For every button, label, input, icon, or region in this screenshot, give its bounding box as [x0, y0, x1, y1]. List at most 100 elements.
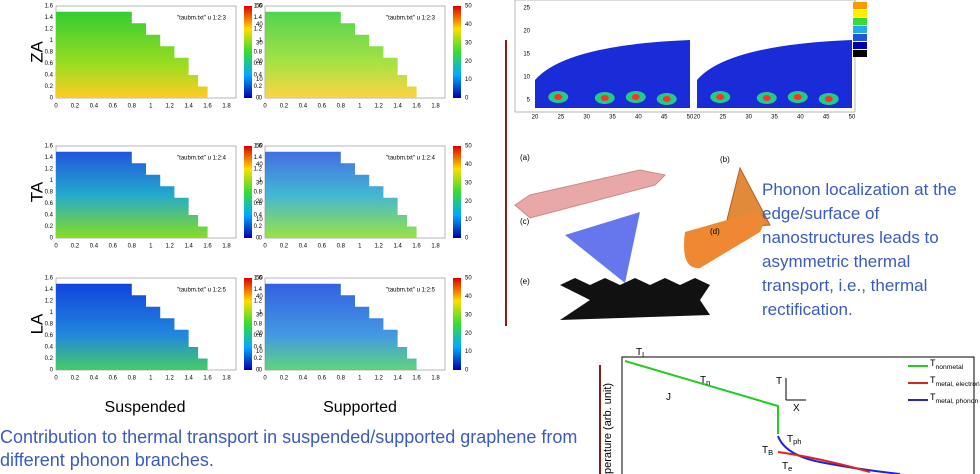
shape-a: [515, 170, 665, 218]
subscript: metal, phonon: [936, 398, 979, 405]
x-tick-label: 0: [54, 104, 58, 110]
x-tick-label: 1.8: [431, 376, 440, 382]
contour-blob: [825, 96, 833, 102]
left-caption: Contribution to thermal transport in sus…: [0, 426, 580, 472]
x-tick-label: 0: [263, 244, 267, 250]
annotation: Tnonmetal: [930, 358, 964, 370]
colorbar-tick-label: 0: [465, 96, 469, 102]
contour-blob: [716, 94, 724, 100]
x-tick-label: 1.6: [412, 244, 421, 250]
branch-label: TA: [27, 181, 46, 202]
x-tick-label: 0.4: [90, 376, 99, 382]
y-tick-label: 0.4: [45, 345, 54, 351]
x-tick-label: 1: [149, 244, 153, 250]
colorbar-tick-label: 0: [465, 368, 469, 374]
contour-blob: [763, 95, 771, 101]
y-tick-label: 0.8: [254, 322, 263, 328]
contour-key: [853, 18, 867, 25]
x-tick-label: 0.8: [128, 244, 137, 250]
column-label: Suspended: [105, 399, 186, 416]
x-tick-label: 1.4: [184, 244, 193, 250]
plot-legend: "taubm.txt" u 1:2:4: [386, 156, 436, 162]
contour-key: [853, 34, 867, 41]
colorbar-tick-label: 40: [465, 22, 472, 28]
x-tick-label: 0.6: [109, 244, 118, 250]
shape-c: [565, 212, 640, 283]
contour-blob: [794, 94, 802, 100]
y-tick-label: 1.4: [45, 15, 54, 21]
plot-legend: "taubm.txt" u 1:2:3: [177, 16, 227, 22]
x-tick-label: 1.2: [166, 244, 175, 250]
y-tick-label: 1.4: [45, 287, 54, 293]
y-tick-label: 0.2: [254, 84, 263, 90]
x-tick-label: 0.6: [109, 104, 118, 110]
annotation: Tph: [787, 434, 801, 446]
y-tick-label: 0.4: [254, 73, 263, 79]
colorbar-tick-label: 20: [465, 199, 472, 205]
x-tick-label: 0.8: [337, 104, 346, 110]
colorbar-tick-label: 10: [465, 217, 472, 223]
y-tick-label: 1.6: [254, 4, 263, 10]
shape-label: (b): [720, 155, 730, 164]
y-tick-label: 1.6: [254, 144, 263, 150]
y-tick-label: 1.6: [254, 276, 263, 282]
y-tick-label: 1.2: [254, 299, 263, 305]
y-tick-label: 0.8: [45, 50, 54, 56]
y-tick-label: 1: [50, 178, 54, 184]
y-tick-label: 1: [50, 38, 54, 44]
y-tick-label: 0.4: [45, 213, 54, 219]
y-tick-label: 1.6: [45, 144, 54, 150]
x-tick-label: 1.6: [203, 244, 212, 250]
x-tick-label: 0.8: [128, 104, 137, 110]
y-tick-label: 1.4: [45, 155, 54, 161]
annotation: TL: [636, 347, 646, 359]
subscript: metal, electron: [936, 381, 980, 388]
y-tick-label: 20: [523, 29, 530, 35]
x-tick-label: 0.2: [280, 376, 289, 382]
colorbar: [244, 278, 252, 370]
shape-label: (c): [520, 217, 530, 226]
symbol: J: [666, 392, 671, 403]
x-tick-label: 0.8: [337, 244, 346, 250]
shape-label: (d): [710, 227, 720, 236]
x-tick-label: 45: [823, 115, 830, 121]
y-tick-label: 0.4: [254, 213, 263, 219]
y-axis-label: perature (arb. unit): [602, 383, 614, 474]
y-tick-label: 1.4: [254, 15, 263, 21]
y-tick-label: 10: [523, 75, 530, 81]
colorbar-tick-label: 0: [465, 236, 469, 242]
x-tick-label: 0: [263, 376, 267, 382]
x-tick-label: 1.6: [412, 104, 421, 110]
y-tick-label: 0.2: [254, 224, 263, 230]
x-tick-label: 1.4: [184, 104, 193, 110]
contour-blob: [632, 94, 640, 100]
right-caption: Phonon localization at the edge/surface …: [762, 178, 977, 322]
y-tick-label: 25: [523, 6, 530, 12]
colorbar: [453, 146, 461, 238]
colorbar-tick-label: 10: [465, 77, 472, 83]
colorbar-tick-label: 50: [465, 4, 472, 10]
x-tick-label: 0.2: [280, 104, 289, 110]
x-tick-label: 0: [263, 104, 267, 110]
contour-key: [853, 10, 867, 17]
x-tick-label: 1.4: [393, 104, 402, 110]
x-tick-label: 1.4: [184, 376, 193, 382]
branch-label: LA: [27, 313, 46, 334]
subscript: B: [768, 448, 773, 457]
x-tick-label: 1.2: [375, 244, 384, 250]
annotation: TB: [762, 445, 773, 457]
x-tick-label: 1.8: [222, 376, 231, 382]
x-tick-label: 0.4: [299, 244, 308, 250]
y-tick-label: 0.8: [254, 190, 263, 196]
branch-label: ZA: [27, 40, 46, 62]
x-tick-label: 0.8: [128, 376, 137, 382]
contour-blob: [554, 94, 562, 100]
y-tick-label: 1.2: [45, 27, 54, 33]
plot-legend: "taubm.txt" u 1:2:4: [177, 156, 227, 162]
y-tick-label: 1.4: [254, 155, 263, 161]
colorbar: [453, 6, 461, 98]
x-tick-label: 0.6: [109, 376, 118, 382]
y-tick-label: 1.6: [45, 276, 54, 282]
subscript: ph: [793, 437, 801, 446]
y-tick-label: 0.8: [45, 190, 54, 196]
